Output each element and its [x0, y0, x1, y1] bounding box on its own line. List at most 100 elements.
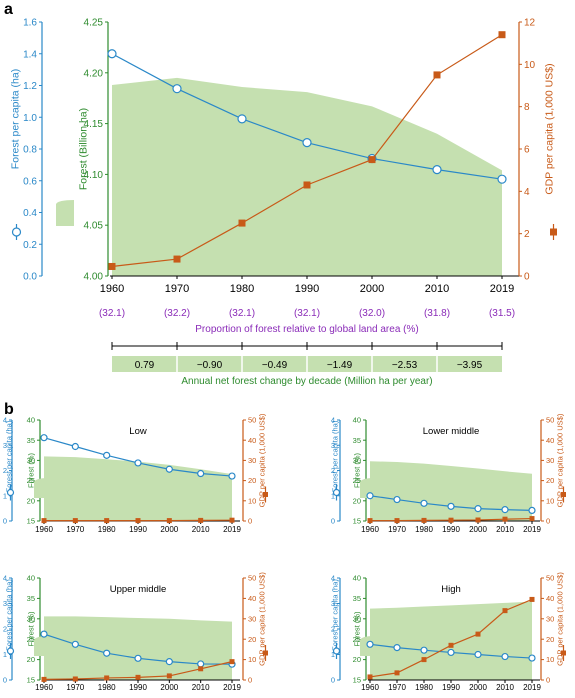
x-tick-label: 1970 — [66, 525, 84, 534]
per_capita-tick-label: 0 — [331, 676, 335, 685]
gdp-tick-label: 40 — [248, 436, 256, 445]
gdp-point — [167, 518, 172, 523]
per-capita-legend-marker — [13, 228, 21, 236]
gdp-point — [42, 677, 47, 682]
per_capita-tick-label: 0 — [3, 517, 7, 526]
per-capita-point — [166, 659, 172, 665]
per-capita-legend-marker — [8, 490, 14, 496]
per-capita-point — [238, 115, 246, 123]
forest-tick-label: 4.05 — [84, 221, 104, 232]
per-capita-point — [502, 654, 508, 660]
x-tick-label: 2000 — [469, 683, 487, 692]
x-tick-label: 2019 — [223, 683, 241, 692]
gdp-point — [167, 673, 172, 678]
x-tick-label: 1980 — [230, 283, 254, 295]
proportion-caption: Proportion of forest relative to global … — [195, 324, 418, 335]
gdp-tick-label: 10 — [248, 496, 256, 505]
per-capita-legend-marker — [334, 490, 340, 496]
gdp-point — [449, 518, 454, 523]
x-tick-label: 1990 — [442, 683, 460, 692]
x-tick-label: 2019 — [223, 525, 241, 534]
gdp-point — [174, 256, 181, 263]
gdp-tick-label: 0 — [546, 517, 550, 526]
per-capita-point — [529, 655, 535, 661]
proportion-value: (32.0) — [359, 308, 385, 319]
per-capita-point — [72, 641, 78, 647]
per_capita-tick-label: 1.2 — [23, 81, 37, 92]
gdp-point — [369, 156, 376, 163]
panel-label-a: a — [4, 1, 13, 18]
gdp-point — [476, 632, 481, 637]
forest-tick-label: 20 — [353, 655, 361, 664]
gdp-tick-label: 30 — [248, 614, 256, 623]
chart-title: High — [441, 584, 461, 595]
per-capita-point — [475, 652, 481, 658]
forest-axis-label: Forest (Billion ha) — [78, 108, 90, 190]
per-capita-point — [421, 500, 427, 506]
gdp-point — [422, 657, 427, 662]
per-capita-point — [41, 631, 47, 637]
per-capita-point — [448, 649, 454, 655]
per-capita-axis-label: Forest per capita (ha) — [5, 420, 14, 492]
x-tick-label: 2019 — [523, 683, 541, 692]
gdp-tick-label: 40 — [546, 594, 554, 603]
x-tick-label: 1980 — [415, 525, 433, 534]
net-change-caption: Annual net forest change by decade (Mill… — [181, 376, 432, 387]
x-tick-label: 1960 — [35, 525, 53, 534]
per-capita-point — [529, 507, 535, 513]
gdp-point — [422, 518, 427, 523]
per-capita-point — [41, 435, 47, 441]
per-capita-point — [104, 452, 110, 458]
per-capita-point — [135, 655, 141, 661]
per-capita-point — [108, 50, 116, 58]
gdp-point — [73, 676, 78, 681]
x-tick-label: 1960 — [100, 283, 124, 295]
proportion-value: (32.1) — [294, 308, 320, 319]
per_capita-tick-label: 0.6 — [23, 176, 37, 187]
x-tick-label: 1970 — [66, 683, 84, 692]
forest-tick-label: 4.00 — [84, 272, 104, 283]
gdp-point — [395, 670, 400, 675]
per_capita-tick-label: 1.0 — [23, 113, 37, 124]
per_capita-tick-label: 1.4 — [23, 49, 37, 60]
per-capita-point — [198, 661, 204, 667]
forest-tick-label: 20 — [353, 496, 361, 505]
forest-legend-swatch — [34, 636, 48, 656]
chart-title: Low — [129, 426, 147, 437]
forest-tick-label: 40 — [27, 416, 35, 425]
gdp-point — [503, 608, 508, 613]
forest-tick-label: 40 — [353, 574, 361, 583]
per-capita-point — [448, 503, 454, 509]
per-capita-point — [394, 497, 400, 503]
x-tick-label: 2010 — [496, 525, 514, 534]
gdp-point — [449, 643, 454, 648]
forest-area — [370, 461, 532, 521]
gdp-point — [104, 518, 109, 523]
per-capita-point — [394, 645, 400, 651]
x-tick-label: 1980 — [415, 683, 433, 692]
gdp-point — [136, 675, 141, 680]
per-capita-legend-marker — [334, 648, 340, 654]
net-change-value: −2.53 — [392, 360, 418, 371]
forest-tick-label: 15 — [27, 676, 35, 685]
per-capita-point — [104, 650, 110, 656]
net-change-value: −3.95 — [457, 360, 483, 371]
gdp-point — [73, 518, 78, 523]
per-capita-point — [502, 507, 508, 513]
forest-tick-label: 15 — [353, 517, 361, 526]
per-capita-point — [166, 466, 172, 472]
gdp-tick-label: 30 — [546, 614, 554, 623]
gdp-tick-label: 40 — [248, 594, 256, 603]
gdp-tick-label: 30 — [546, 456, 554, 465]
net-change-value: −0.90 — [197, 360, 223, 371]
gdp-tick-label: 0 — [248, 517, 252, 526]
forest-tick-label: 15 — [27, 517, 35, 526]
gdp-tick-label: 20 — [546, 635, 554, 644]
gdp-point — [368, 674, 373, 679]
x-tick-label: 2000 — [160, 683, 178, 692]
gdp-tick-label: 30 — [248, 456, 256, 465]
